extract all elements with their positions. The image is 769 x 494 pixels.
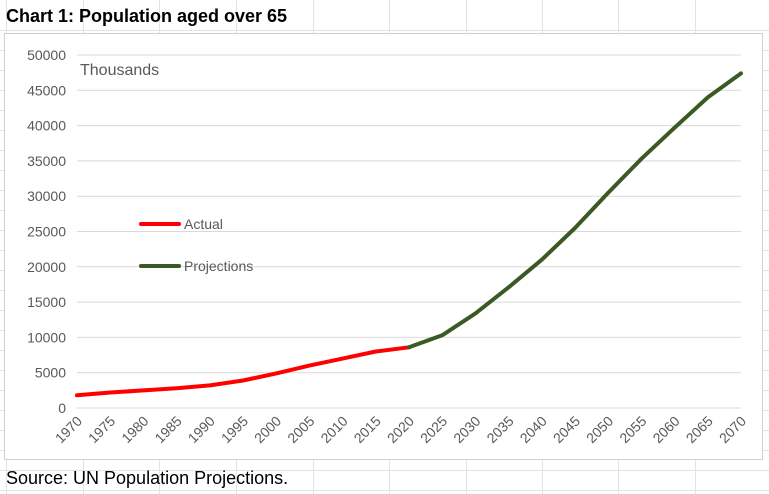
x-tick-label: 2025 bbox=[417, 413, 450, 446]
legend-label-projections: Projections bbox=[184, 258, 253, 274]
series-lines bbox=[75, 71, 743, 398]
x-axis-tick-labels: 1970 1975 1980 1985 1990 1995 2000 2005 2010 2015… bbox=[52, 413, 749, 446]
chart-area[interactable]: 0 5000 10000 15000 20000 25000 30000 35000 40000… bbox=[4, 33, 763, 460]
x-tick-label: 2035 bbox=[483, 413, 516, 446]
sheet-row-line bbox=[0, 30, 769, 31]
x-tick-label: 1975 bbox=[85, 413, 118, 446]
x-tick-label: 2070 bbox=[716, 413, 749, 446]
y-tick-label: 0 bbox=[58, 400, 66, 416]
legend: Actual Projections bbox=[139, 216, 253, 274]
x-tick-label: 1995 bbox=[218, 413, 251, 446]
sheet-row-line bbox=[0, 470, 769, 471]
chart-title: Chart 1: Population aged over 65 bbox=[6, 6, 288, 26]
y-tick-label: 35000 bbox=[27, 153, 66, 169]
x-tick-label: 1980 bbox=[118, 413, 151, 446]
y-tick-label: 25000 bbox=[27, 224, 66, 240]
x-tick-label: 2065 bbox=[683, 413, 716, 446]
y-tick-label: 50000 bbox=[27, 47, 66, 63]
series-line-projections bbox=[407, 71, 743, 350]
x-tick-label: 2000 bbox=[251, 413, 284, 446]
y-tick-label: 20000 bbox=[27, 259, 66, 275]
x-tick-label: 2030 bbox=[450, 413, 483, 446]
x-tick-label: 2055 bbox=[616, 413, 649, 446]
x-tick-label: 1990 bbox=[185, 413, 218, 446]
x-tick-label: 2005 bbox=[284, 413, 317, 446]
source-note: Source: UN Population Projections. bbox=[6, 468, 289, 488]
x-tick-label: 1985 bbox=[151, 413, 184, 446]
y-tick-label: 5000 bbox=[35, 365, 66, 381]
x-tick-label: 1970 bbox=[52, 413, 85, 446]
x-tick-label: 2040 bbox=[517, 413, 550, 446]
horizontal-gridlines bbox=[77, 54, 741, 409]
x-tick-label: 2050 bbox=[583, 413, 616, 446]
legend-label-actual: Actual bbox=[184, 216, 223, 232]
unit-label: Thousands bbox=[80, 62, 159, 79]
y-axis-tick-labels: 0 5000 10000 15000 20000 25000 30000 35000 40000… bbox=[27, 47, 66, 416]
y-tick-label: 10000 bbox=[27, 329, 66, 345]
y-tick-label: 30000 bbox=[27, 188, 66, 204]
line-chart: 0 5000 10000 15000 20000 25000 30000 35000 40000… bbox=[27, 47, 749, 446]
x-tick-label: 2020 bbox=[384, 413, 417, 446]
sheet-row-line bbox=[0, 490, 769, 491]
series-line-actual bbox=[75, 345, 411, 398]
y-tick-label: 15000 bbox=[27, 294, 66, 310]
y-tick-label: 40000 bbox=[27, 118, 66, 134]
x-tick-label: 2045 bbox=[550, 413, 583, 446]
x-tick-label: 2015 bbox=[351, 413, 384, 446]
y-tick-label: 45000 bbox=[27, 82, 66, 98]
x-tick-label: 2060 bbox=[649, 413, 682, 446]
x-tick-label: 2010 bbox=[317, 413, 350, 446]
